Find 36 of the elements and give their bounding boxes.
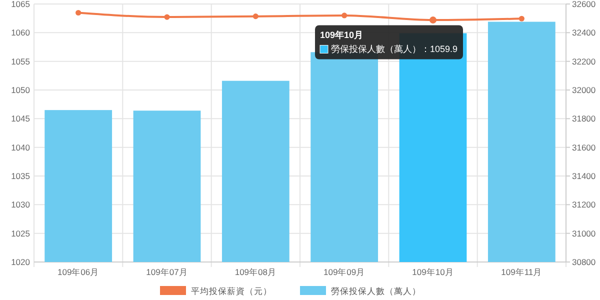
point	[252, 14, 258, 20]
legend-label: 平均投保薪資（元）	[191, 286, 272, 296]
annotation: 109年10月	[320, 30, 364, 40]
x-tick-label: 109年07月	[146, 267, 188, 277]
y-tick-label: 1060	[11, 28, 30, 38]
y2-tick-label: 32600	[572, 0, 596, 9]
y-tick-label: 1030	[11, 200, 30, 210]
legend-label: 勞保投保人數（萬人）	[331, 286, 421, 296]
point	[518, 16, 524, 22]
y2-tick-label: 31800	[572, 114, 596, 124]
x-tick-label: 109年09月	[324, 267, 366, 277]
point	[430, 16, 436, 24]
y2-tick-label: 30800	[572, 256, 596, 267]
y-tick-label: 1055	[11, 56, 30, 66]
annotation: 勞保投保人數（萬人）：1059.9	[331, 44, 458, 54]
y-tick-label: 1020	[11, 256, 30, 267]
y-tick-label: 1065	[11, 0, 30, 9]
y2-tick-label: 31000	[572, 228, 596, 238]
y-tick-label: 1050	[11, 84, 30, 95]
y2-tick-label: 32200	[572, 56, 596, 66]
x-tick-label: 109年08月	[234, 267, 276, 277]
x-tick-label: 109年11月	[501, 267, 542, 277]
y2-tick-label: 32000	[572, 84, 596, 95]
y2-tick-label: 32400	[572, 28, 596, 38]
y-tick-label: 1040	[11, 142, 30, 152]
y-tick-label: 1035	[11, 170, 30, 181]
y2-tick-label: 31200	[572, 200, 596, 210]
x-tick-label: 109年10月	[412, 267, 454, 277]
x-tick-label: 109年06月	[58, 267, 100, 277]
point	[76, 10, 82, 16]
point	[164, 14, 170, 20]
point	[342, 12, 348, 18]
y2-tick-label: 31400	[572, 170, 596, 181]
y-tick-label: 1025	[11, 228, 30, 238]
y-tick-label: 1045	[11, 114, 30, 124]
y2-tick-label: 31600	[572, 142, 596, 152]
